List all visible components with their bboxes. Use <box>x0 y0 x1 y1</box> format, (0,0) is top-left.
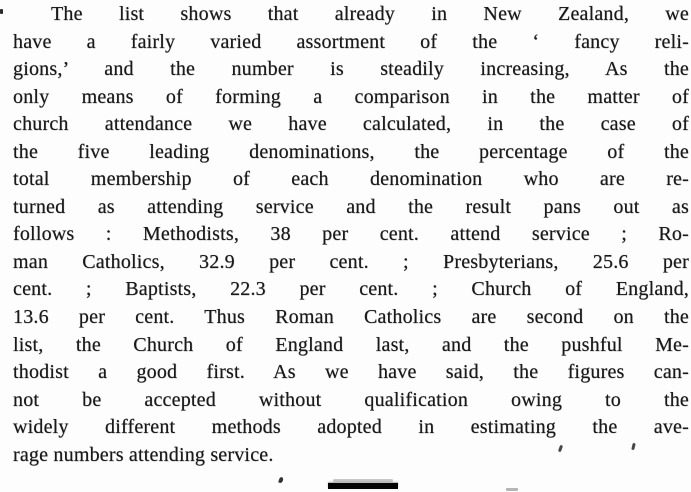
text-line: have a fairly varied assortment of the ‘… <box>13 30 689 53</box>
text-line: 13.6 per cent. Thus Roman Catholics are … <box>13 306 689 329</box>
text-line: church attendance we have calculated, in… <box>13 113 689 136</box>
ink-smudge <box>333 479 393 482</box>
paragraph: The list shows that already in New Zeala… <box>13 1 689 469</box>
text-line: list, the Church of England last, and th… <box>13 333 689 356</box>
text-line: total membership of each denomination wh… <box>13 168 689 191</box>
text-line: only means of forming a comparison in th… <box>13 85 689 108</box>
text-line: widely different methods adopted in esti… <box>13 416 689 439</box>
text-line: not be accepted without qualification ow… <box>13 388 689 411</box>
text-line: gions,’ and the number is steadily incre… <box>13 58 689 81</box>
text-line: the five leading denominations, the perc… <box>13 140 689 163</box>
ink-speck <box>0 9 3 14</box>
text-line: turned as attending service and the resu… <box>13 195 689 218</box>
text-line: The list shows that already in New Zeala… <box>51 3 689 25</box>
text-line: cent. ; Baptists, 22.3 per cent. ; Churc… <box>13 278 689 301</box>
text-line: thodist a good first. As we have said, t… <box>13 361 689 384</box>
redaction-bar <box>328 483 398 489</box>
text-line: follows : Methodists, 38 per cent. atten… <box>13 223 689 246</box>
text-line: man Catholics, 32.9 per cent. ; Presbyte… <box>13 250 689 273</box>
ink-speck <box>278 476 284 484</box>
text-line: rage numbers attending service. <box>13 443 274 466</box>
ink-speck <box>506 488 518 491</box>
